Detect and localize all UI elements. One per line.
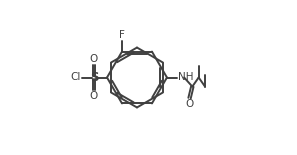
Text: O: O [185, 99, 194, 109]
Text: O: O [90, 91, 98, 101]
Text: Cl: Cl [70, 73, 80, 82]
Text: F: F [119, 30, 125, 40]
Text: NH: NH [178, 73, 193, 82]
Text: O: O [90, 54, 98, 64]
Text: S: S [90, 71, 98, 84]
